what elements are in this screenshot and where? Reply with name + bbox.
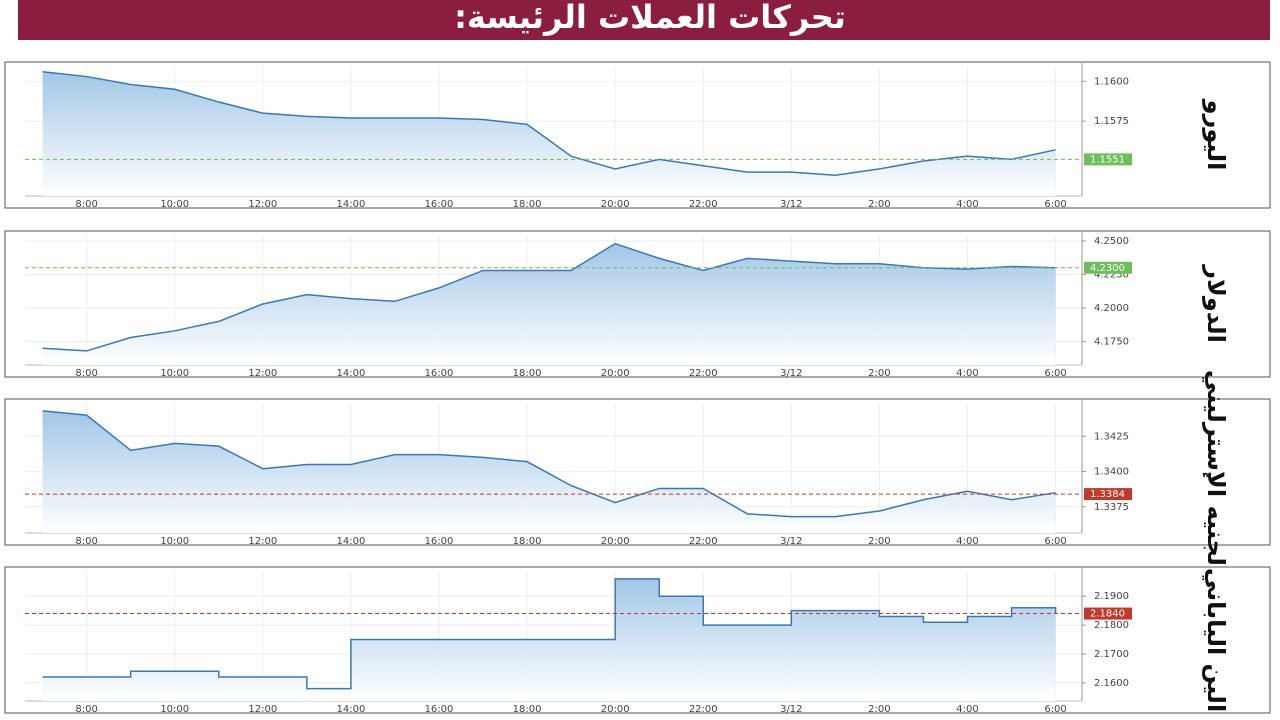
x-tick-label: 18:00 — [513, 704, 542, 715]
x-tick-label: 2:00 — [868, 704, 890, 715]
x-tick-label: 6:00 — [1044, 536, 1066, 547]
y-tick-label: 2.1900 — [1094, 591, 1129, 602]
chart-title: الين الياباني — [1202, 568, 1230, 712]
current-label: 1.1551 — [1090, 154, 1125, 165]
x-tick-label: 14:00 — [336, 704, 365, 715]
y-tick-label: 1.1600 — [1094, 76, 1129, 87]
y-tick-label: 4.2000 — [1094, 303, 1129, 314]
price-line — [42, 410, 1056, 518]
x-tick-label: 10:00 — [160, 368, 189, 379]
area-fill — [42, 243, 1056, 365]
chart-title: الدولار — [1202, 264, 1230, 343]
y-tick-label: 1.3375 — [1094, 502, 1129, 513]
y-tick-label: 4.1750 — [1094, 337, 1129, 348]
x-tick-label: 12:00 — [248, 368, 277, 379]
x-tick-label: 14:00 — [336, 536, 365, 547]
x-tick-label: 20:00 — [601, 199, 630, 210]
x-tick-label: 8:00 — [75, 199, 97, 210]
x-tick-label: 8:00 — [75, 704, 97, 715]
current-label: 1.3384 — [1090, 489, 1125, 500]
x-tick-label: 6:00 — [1044, 368, 1066, 379]
x-tick-label: 22:00 — [689, 536, 718, 547]
x-tick-label: 2:00 — [868, 199, 890, 210]
x-tick-label: 3/12 — [780, 199, 802, 210]
x-tick-label: 3/12 — [780, 368, 802, 379]
x-tick-label: 4:00 — [956, 199, 978, 210]
current-label: 4.2300 — [1090, 263, 1125, 274]
x-tick-label: 4:00 — [956, 704, 978, 715]
current-label: 2.1840 — [1090, 609, 1125, 620]
x-tick-label: 18:00 — [513, 368, 542, 379]
area-fill — [42, 410, 1056, 533]
x-tick-label: 3/12 — [780, 536, 802, 547]
x-tick-label: 4:00 — [956, 536, 978, 547]
x-tick-label: 2:00 — [868, 536, 890, 547]
header-title: تحركات العملات الرئيسة: — [454, 0, 846, 36]
x-tick-label: 16:00 — [425, 536, 454, 547]
area-fill — [42, 71, 1056, 196]
x-tick-label: 14:00 — [336, 368, 365, 379]
price-line — [42, 71, 1056, 177]
current-badge — [1084, 607, 1132, 620]
x-tick-label: 16:00 — [425, 704, 454, 715]
current-badge — [1084, 153, 1132, 166]
x-tick-label: 12:00 — [248, 536, 277, 547]
x-tick-label: 22:00 — [689, 704, 718, 715]
current-badge — [1084, 488, 1132, 501]
price-line — [42, 242, 1056, 352]
x-tick-label: 4:00 — [956, 368, 978, 379]
x-tick-label: 10:00 — [160, 704, 189, 715]
x-tick-label: 6:00 — [1044, 199, 1066, 210]
x-tick-label: 20:00 — [601, 704, 630, 715]
x-tick-label: 6:00 — [1044, 704, 1066, 715]
y-tick-label: 1.3425 — [1094, 431, 1129, 442]
price-line — [42, 578, 1057, 690]
x-tick-label: 12:00 — [248, 199, 277, 210]
y-tick-label: 1.3400 — [1094, 467, 1129, 478]
y-tick-label: 4.2500 — [1094, 236, 1129, 247]
x-tick-label: 3/12 — [780, 704, 802, 715]
x-tick-label: 8:00 — [75, 368, 97, 379]
header-band — [18, 0, 1270, 40]
x-tick-label: 22:00 — [689, 199, 718, 210]
x-tick-label: 12:00 — [248, 704, 277, 715]
current-badge — [1084, 261, 1132, 274]
x-tick-label: 20:00 — [601, 368, 630, 379]
x-tick-label: 8:00 — [75, 536, 97, 547]
x-tick-label: 16:00 — [425, 199, 454, 210]
x-tick-label: 14:00 — [336, 199, 365, 210]
x-tick-label: 10:00 — [160, 199, 189, 210]
y-tick-label: 2.1600 — [1094, 678, 1129, 689]
x-tick-label: 10:00 — [160, 536, 189, 547]
y-tick-label: 4.2250 — [1094, 269, 1129, 280]
x-tick-label: 18:00 — [513, 199, 542, 210]
y-tick-label: 1.1575 — [1094, 116, 1129, 127]
x-tick-label: 20:00 — [601, 536, 630, 547]
x-tick-label: 18:00 — [513, 536, 542, 547]
chart-title: الجنيه الإسترليني — [1202, 370, 1230, 574]
x-tick-label: 22:00 — [689, 368, 718, 379]
y-tick-label: 2.1800 — [1094, 620, 1129, 631]
x-tick-label: 16:00 — [425, 368, 454, 379]
y-tick-label: 2.1700 — [1094, 649, 1129, 660]
x-tick-label: 2:00 — [868, 368, 890, 379]
chart-title: اليورو — [1202, 99, 1230, 171]
